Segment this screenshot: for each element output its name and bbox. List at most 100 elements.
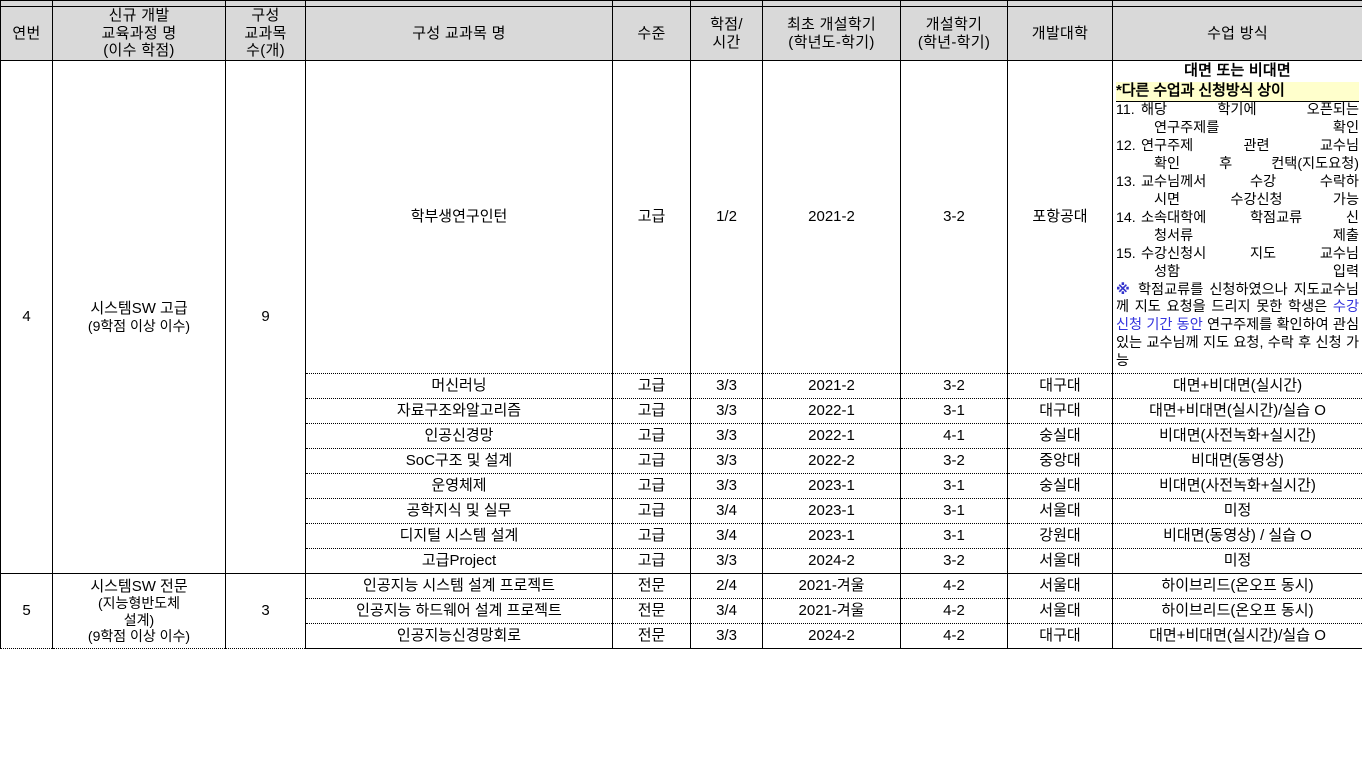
- step-text-line1: 소속대학에 학점교류 신: [1141, 209, 1359, 226]
- cell-first-open: 2023-1: [762, 523, 901, 550]
- footnote-part1: 학점교류를 신청하였으나 지도교수님께 지도 요청을 드리지 못한 학생은: [1116, 281, 1359, 316]
- col-header-open-sem-line2: (학년-학기): [917, 33, 991, 51]
- cell-level: 고급: [612, 448, 691, 475]
- cell-method: 하이브리드(온오프 동시): [1112, 598, 1362, 625]
- cell-course-name: 인공지능신경망회로: [305, 623, 613, 650]
- curriculum-credit: (9학점 이상 이수): [87, 317, 191, 334]
- cell-seq: 5: [0, 573, 53, 650]
- col-header-curriculum-line3: (이수 학점): [103, 42, 175, 60]
- cell-dev-univ: 숭실대: [1007, 473, 1113, 500]
- cell-dev-univ: 서울대: [1007, 573, 1113, 600]
- col-header-method: 수업 방식: [1112, 5, 1362, 62]
- col-header-dev-univ-label: 개발대학: [1031, 24, 1089, 42]
- cell-open-sem: 3-1: [900, 473, 1008, 500]
- cell-course-name: 머신러닝: [305, 373, 613, 400]
- cell-credit: 3/3: [690, 473, 763, 500]
- curriculum-name: 시스템SW 전문: [90, 577, 188, 595]
- table-body: 4 시스템SW 고급 (9학점 이상 이수) 9 학부생연구인턴 고급 1/2 …: [0, 60, 1362, 650]
- footnote-emphasis: 수강신청 기간 동안: [1116, 299, 1359, 334]
- cell-method: 미정: [1112, 548, 1362, 575]
- step-text-line1: 수강신청시 지도 교수님: [1141, 245, 1359, 262]
- cell-course-count: 9: [225, 60, 306, 575]
- curriculum-credit: (9학점 이상 이수): [87, 628, 191, 645]
- cell-course-name: 인공신경망: [305, 423, 613, 450]
- cell-course-name: 인공지능 하드웨어 설계 프로젝트: [305, 598, 613, 625]
- list-item: 11. 해당 학기에 오픈되는 연구주제를 확인: [1116, 102, 1359, 138]
- curriculum-sub2: 설계): [123, 611, 155, 628]
- cell-credit: 1/2: [690, 60, 763, 375]
- cell-level: 고급: [612, 398, 691, 425]
- cell-method-detailed: 대면 또는 비대면 *다른 수업과 신청방식 상이 11. 해당 학기에 오픈되…: [1112, 60, 1362, 375]
- cell-method: 비대면(동영상): [1112, 448, 1362, 475]
- cell-credit: 3/4: [690, 523, 763, 550]
- cell-open-sem: 3-1: [900, 523, 1008, 550]
- step-number: 12.: [1116, 137, 1136, 154]
- cell-first-open: 2022-1: [762, 398, 901, 425]
- table-header: 연번 신규 개발 교육과정 명 (이수 학점) 구성 교과목 수(개) 구성 교…: [0, 0, 1362, 62]
- col-header-curriculum-line1: 신규 개발: [108, 7, 170, 24]
- cell-curriculum: 시스템SW 고급 (9학점 이상 이수): [52, 60, 226, 575]
- cell-credit: 3/3: [690, 623, 763, 650]
- col-header-first-open-line2: (학년도-학기): [788, 33, 875, 51]
- cell-level: 고급: [612, 60, 691, 375]
- col-header-level: 수준: [612, 5, 691, 62]
- step-text-line1: 해당 학기에 오픈되는: [1141, 102, 1359, 118]
- step-text-line2: 성함 입력: [1154, 263, 1359, 280]
- cell-credit: 3/3: [690, 423, 763, 450]
- cell-method: 대면+비대면(실시간)/실습 O: [1112, 398, 1362, 425]
- step-number: 11.: [1116, 102, 1135, 118]
- cell-first-open: 2021-2: [762, 373, 901, 400]
- table-row: 디지털 시스템 설계 고급 3/4 2023-1 3-1 강원대 비대면(동영상…: [1, 523, 1362, 550]
- method-step-list: 11. 해당 학기에 오픈되는 연구주제를 확인 12. 연구주제 관련 교수님: [1116, 102, 1359, 282]
- cell-level: 고급: [612, 423, 691, 450]
- cell-open-sem: 4-2: [900, 623, 1008, 650]
- cell-first-open: 2023-1: [762, 473, 901, 500]
- cell-method: 대면+비대면(실시간)/실습 O: [1112, 623, 1362, 650]
- method-highlight-note: *다른 수업과 신청방식 상이: [1116, 82, 1359, 102]
- col-header-method-label: 수업 방식: [1207, 24, 1268, 42]
- step-text-line2: 연구주제를 확인: [1154, 119, 1359, 136]
- step-number: 14.: [1116, 209, 1136, 226]
- cell-open-sem: 3-2: [900, 548, 1008, 575]
- cell-method: 비대면(동영상) / 실습 O: [1112, 523, 1362, 550]
- step-text: 수강신청시 지도 교수님 성함 입력: [1141, 246, 1359, 282]
- col-header-level-label: 수준: [637, 24, 666, 42]
- col-header-open-sem: 개설학기 (학년-학기): [900, 5, 1008, 62]
- col-header-dev-univ: 개발대학: [1007, 5, 1113, 62]
- cell-credit: 3/4: [690, 598, 763, 625]
- col-header-curriculum: 신규 개발 교육과정 명 (이수 학점): [52, 5, 226, 62]
- cell-credit: 3/4: [690, 498, 763, 525]
- method-footnote: ※ 학점교류를 신청하였으나 지도교수님께 지도 요청을 드리지 못한 학생은 …: [1116, 282, 1359, 372]
- col-header-first-open: 최초 개설학기 (학년도-학기): [762, 5, 901, 62]
- reference-mark-icon: ※: [1116, 281, 1132, 298]
- cell-open-sem: 3-2: [900, 373, 1008, 400]
- table-row: SoC구조 및 설계 고급 3/3 2022-2 3-2 중앙대 비대면(동영상…: [1, 448, 1362, 475]
- col-header-course-name: 구성 교과목 명: [305, 5, 613, 62]
- cell-course-name: 디지털 시스템 설계: [305, 523, 613, 550]
- cell-course-name: 운영체제: [305, 473, 613, 500]
- cell-credit: 2/4: [690, 573, 763, 600]
- col-header-course-count-line1: 구성: [251, 7, 280, 24]
- cell-credit: 3/3: [690, 548, 763, 575]
- cell-course-name: 학부생연구인턴: [305, 60, 613, 375]
- cell-first-open: 2023-1: [762, 498, 901, 525]
- cell-method: 비대면(사전녹화+실시간): [1112, 473, 1362, 500]
- col-header-credit-line1: 학점/: [710, 15, 743, 33]
- step-number: 13.: [1116, 173, 1136, 190]
- header-row: 연번 신규 개발 교육과정 명 (이수 학점) 구성 교과목 수(개) 구성 교…: [0, 5, 1362, 62]
- cell-seq: 4: [0, 60, 53, 575]
- cell-dev-univ: 중앙대: [1007, 448, 1113, 475]
- table-row: 인공지능신경망회로 전문 3/3 2024-2 4-2 대구대 대면+비대면(실…: [1, 623, 1362, 650]
- cell-dev-univ: 포항공대: [1007, 60, 1113, 375]
- list-item: 15. 수강신청시 지도 교수님 성함 입력: [1116, 246, 1359, 282]
- step-text: 연구주제 관련 교수님 확인 후 컨택(지도요청): [1141, 138, 1359, 174]
- cell-dev-univ: 대구대: [1007, 623, 1113, 650]
- col-header-first-open-line1: 최초 개설학기: [786, 15, 877, 33]
- step-text-line2: 시면 수강신청 가능: [1154, 191, 1359, 208]
- cell-open-sem: 3-2: [900, 60, 1008, 375]
- table-row: 공학지식 및 실무 고급 3/4 2023-1 3-1 서울대 미정: [1, 498, 1362, 525]
- col-header-course-count-line2: 교과목: [244, 24, 287, 42]
- col-header-credit: 학점/ 시간: [690, 5, 763, 62]
- table-row: 인공지능 하드웨어 설계 프로젝트 전문 3/4 2021-겨울 4-2 서울대…: [1, 598, 1362, 625]
